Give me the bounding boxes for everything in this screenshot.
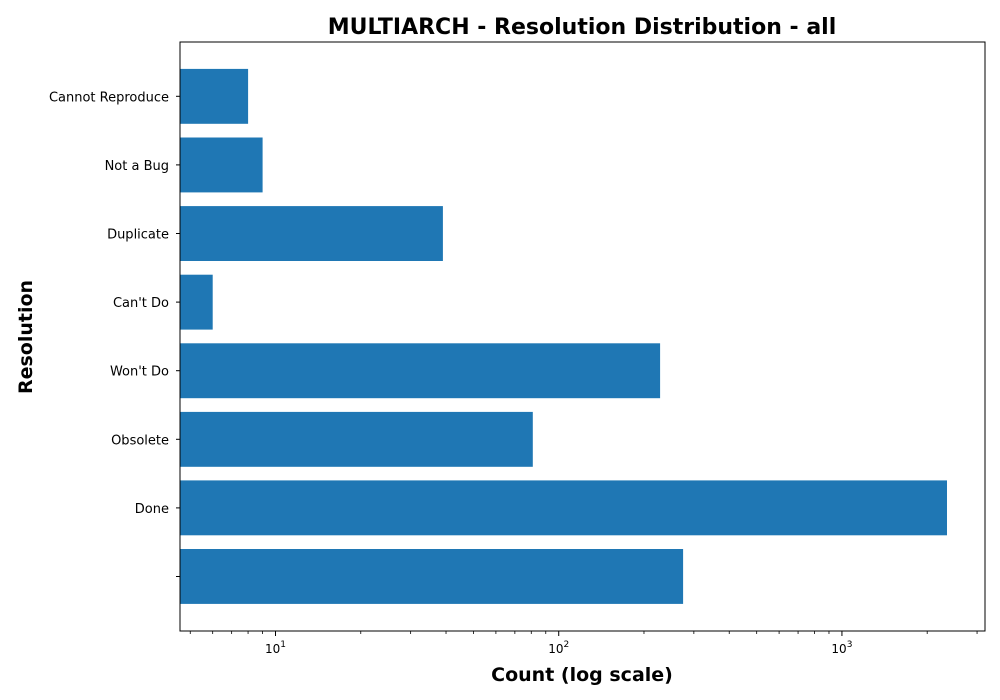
bar-can-t-do [180,274,213,330]
bar-done [180,480,947,536]
y-axis-ticks: Done Obsolete Won't Do Can't Do Duplicate Not… [49,90,180,577]
y-tick-label: Obsolete [111,433,169,448]
bar-won-t-do [180,343,661,399]
x-axis-label: Count (log scale) [491,664,673,686]
x-tick-label: 103 [831,640,852,656]
bar-not-a-bug [180,137,263,193]
y-tick-label: Duplicate [107,228,169,243]
bar-cannot-reproduce [180,68,249,124]
bar-unlabeled [180,549,684,604]
plot-frame [179,41,986,632]
y-axis-label: Resolution [15,280,37,394]
x-axis-ticks: 101 102 103 [189,631,978,656]
y-tick-label: Cannot Reproduce [49,90,169,105]
bar-duplicate [180,206,443,261]
y-tick-label: Not a Bug [105,159,169,174]
bar-obsolete [180,411,533,467]
y-tick-label: Can't Do [113,296,169,311]
x-tick-label: 101 [265,640,286,656]
x-tick-label: 102 [548,640,569,656]
bars-group [180,68,947,604]
chart-title: MULTIARCH - Resolution Distribution - al… [328,15,837,40]
y-tick-label: Won't Do [110,365,169,380]
y-tick-label: Done [135,502,169,517]
